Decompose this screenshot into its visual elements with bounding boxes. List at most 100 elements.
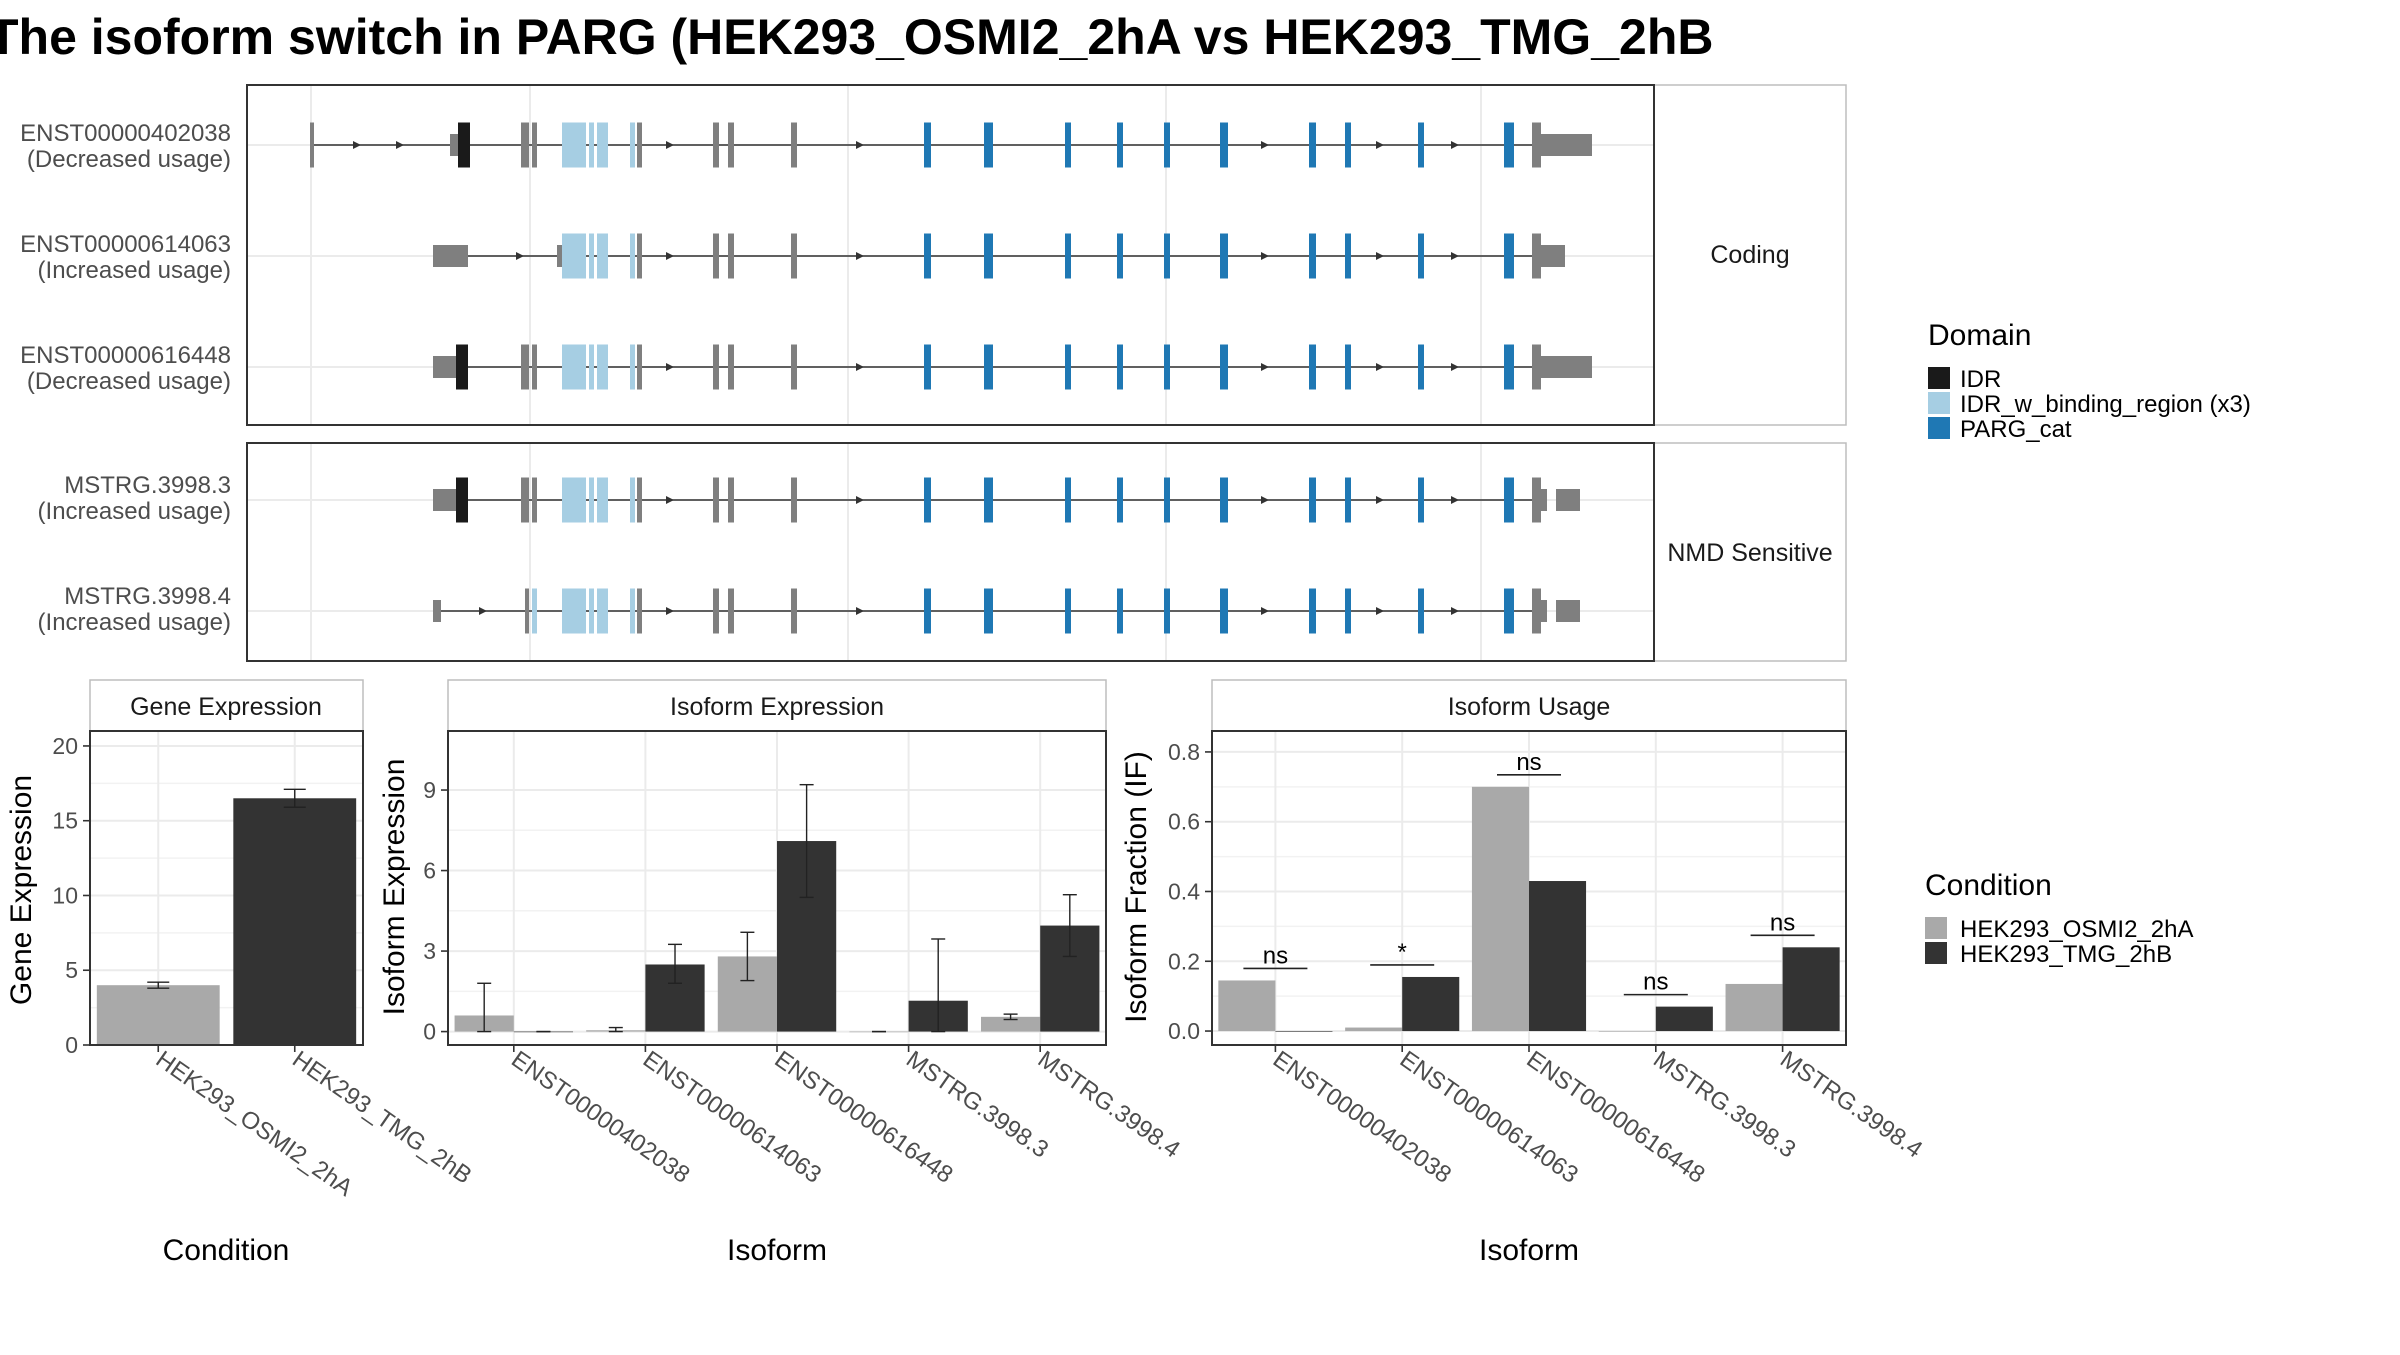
strand-arrow (666, 363, 674, 371)
exon (637, 588, 642, 634)
isoform-label-ENST00000616448: ENST00000616448 (20, 342, 231, 369)
exon (984, 344, 993, 390)
exon (1065, 122, 1071, 168)
significance-label: ns (1770, 909, 1795, 936)
exon (1117, 233, 1123, 279)
strand-arrow (1261, 252, 1269, 260)
y-tick-label: 0.4 (1168, 878, 1200, 904)
exon (1418, 344, 1424, 390)
exon (637, 233, 642, 279)
x-tick-label: MSTRG.3998.4 (1775, 1046, 1927, 1164)
exon (637, 477, 642, 523)
y-tick-label: 0.6 (1168, 809, 1200, 835)
usage-label-MSTRG.3998.3: (Increased usage) (38, 498, 231, 525)
bar (96, 985, 220, 1045)
exon (589, 344, 594, 390)
isoform-expression-chart: Isoform Expression Isoform Isoform Expre… (378, 679, 1185, 1267)
condition-legend: Condition HEK293_OSMI2_2hA HEK293_TMG_2h… (1925, 869, 2193, 968)
bar (1345, 1027, 1403, 1032)
exon (562, 588, 586, 634)
legend-label-IDR_w_binding_region: IDR_w_binding_region (x3) (1960, 391, 2251, 418)
nmd-strip-label: NMD Sensitive (1667, 539, 1832, 567)
strand-arrow (1376, 496, 1384, 504)
isoform-expression-ylabel: Isoform Expression (378, 759, 411, 1016)
exon (1117, 477, 1123, 523)
significance-label: ns (1516, 749, 1541, 776)
exon (1504, 477, 1514, 523)
isoform-label-MSTRG.3998.4: MSTRG.3998.4 (64, 583, 231, 610)
strand-arrow (856, 607, 864, 615)
exon (1532, 588, 1541, 634)
y-tick-label: 3 (423, 938, 436, 964)
bar (1471, 786, 1529, 1032)
y-tick-label: 0 (65, 1032, 78, 1058)
domain-legend-title: Domain (1928, 319, 2031, 352)
exon (1418, 588, 1424, 634)
strand-arrow (856, 363, 864, 371)
exon (589, 122, 594, 168)
strand-arrow (516, 252, 524, 260)
isoform-label-MSTRG.3998.3: MSTRG.3998.3 (64, 472, 231, 499)
exon (630, 233, 635, 279)
exon (456, 344, 468, 390)
isoform-track-5 (433, 588, 1580, 634)
strand-arrow (1451, 363, 1459, 371)
legend-swatch-HEK293_OSMI2_2hA (1925, 917, 1947, 939)
exon (458, 122, 470, 168)
nmd-panel-strip (1653, 442, 1847, 662)
y-tick-label: 0.8 (1168, 739, 1200, 765)
isoform-usage-xlabel: Isoform (1479, 1234, 1579, 1267)
coding-panel-strip (1653, 84, 1847, 426)
isoform-track-2 (433, 233, 1565, 279)
exon (728, 122, 734, 168)
isoform-track-1 (310, 122, 1592, 168)
exon (1532, 122, 1541, 168)
exon (791, 344, 797, 390)
x-tick-label: MSTRG.3998.4 (1033, 1046, 1185, 1164)
exon (532, 344, 537, 390)
strand-arrow (1261, 496, 1269, 504)
exon (433, 489, 456, 511)
exon (589, 233, 594, 279)
plot-area: 0369ENST00000402038ENST00000614063ENST00… (423, 730, 1185, 1189)
strand-arrow (1376, 607, 1384, 615)
exon (728, 233, 734, 279)
significance-label: ns (1263, 942, 1288, 969)
exon (597, 344, 608, 390)
exon (433, 356, 456, 378)
exon (1117, 122, 1123, 168)
legend-label-PARG_cat: PARG_cat (1960, 416, 2072, 443)
exon (791, 233, 797, 279)
y-tick-label: 10 (52, 882, 78, 908)
exon (1504, 588, 1514, 634)
exon (984, 477, 993, 523)
exon (728, 588, 734, 634)
exon (713, 344, 719, 390)
exon (630, 344, 635, 390)
exon (521, 477, 529, 523)
y-tick-label: 15 (52, 808, 78, 834)
strand-arrow (1376, 363, 1384, 371)
exon (1220, 477, 1228, 523)
exon (924, 477, 931, 523)
isoform-track-4 (433, 477, 1580, 523)
exon (433, 245, 468, 267)
exon (532, 122, 537, 168)
exon (637, 344, 642, 390)
gene-expression-strip (89, 679, 364, 732)
exon (1164, 344, 1170, 390)
exon (1065, 344, 1071, 390)
isoform-expression-strip-label: Isoform Expression (670, 693, 884, 721)
nmd-panel-grid (248, 444, 1653, 660)
exon (1220, 344, 1228, 390)
strand-arrow (1261, 141, 1269, 149)
exon (713, 122, 719, 168)
exon (1309, 477, 1316, 523)
exon (1309, 233, 1316, 279)
strand-arrow (1451, 496, 1459, 504)
y-tick-label: 5 (65, 957, 78, 983)
exon (1541, 245, 1565, 267)
exon (984, 122, 993, 168)
bar (1275, 1031, 1333, 1032)
